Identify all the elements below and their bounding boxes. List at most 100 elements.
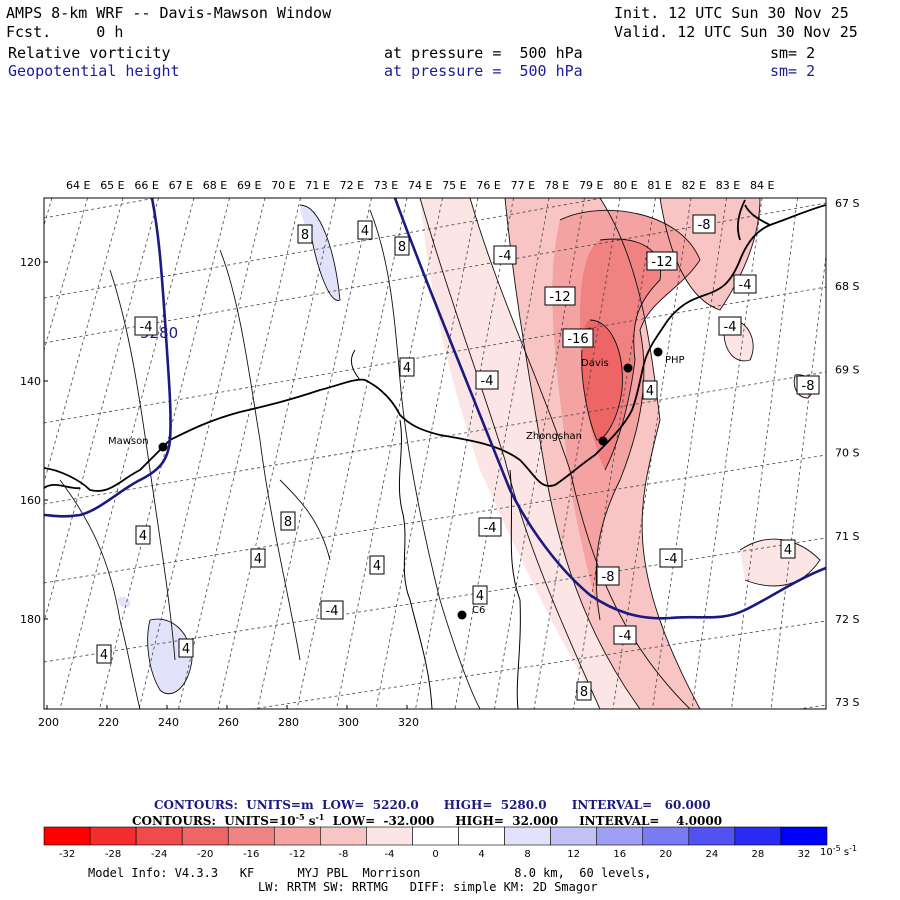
vort-label-box xyxy=(796,375,820,395)
colorbar-tick: -32 xyxy=(59,849,75,860)
vort-label-box xyxy=(562,328,594,348)
vort-label: -4 xyxy=(619,629,632,644)
field1-level: at pressure = 500 hPa xyxy=(384,44,583,62)
vort-label: 4 xyxy=(476,589,484,604)
init-time: Init. 12 UTC Sun 30 Nov 25 xyxy=(614,4,849,22)
colorbar-tick: 16 xyxy=(613,849,626,860)
y-axis-label: 120 xyxy=(20,256,41,269)
vort-label-box xyxy=(596,566,620,586)
height-interval: INTERVAL= 60.000 xyxy=(571,798,711,812)
model-physics: LW: RRTM SW: RRTMG DIFF: simple KM: 2D S… xyxy=(258,880,598,894)
vort-label-box xyxy=(659,548,683,568)
colorbar-swatch xyxy=(458,826,505,846)
vort-label-box xyxy=(357,220,373,240)
vort-label: -4 xyxy=(739,278,752,293)
colorbar-swatch xyxy=(320,826,367,846)
vort-label: 4 xyxy=(646,384,654,399)
vort-label-box xyxy=(478,517,502,537)
station-label: C6 xyxy=(472,605,485,616)
vort-label-box xyxy=(399,357,415,377)
station-label: Davis xyxy=(581,358,609,369)
colorbar-swatch xyxy=(366,826,413,846)
lon-label: 76 E xyxy=(476,179,500,192)
colorbar-tick: 8 xyxy=(524,849,530,860)
vort-label-box xyxy=(493,245,517,265)
vort-label: -8 xyxy=(802,379,815,394)
colorbar-swatch xyxy=(227,826,275,846)
colorbar-swatch xyxy=(688,826,736,846)
lat-label: 73 S xyxy=(835,696,859,709)
right-lat-labels: 67 S 68 S 69 S 70 S 71 S 72 S 73 S xyxy=(835,197,859,709)
lat-grid xyxy=(44,198,826,709)
y-axis-label: 180 xyxy=(20,613,41,626)
colorbar-tick: 20 xyxy=(659,849,672,860)
vort-label: 8 xyxy=(398,240,406,255)
stations: Mawson Davis Zhongshan PHP C6 xyxy=(108,347,685,620)
lon-label: 72 E xyxy=(340,179,364,192)
colorbar-tick: -12 xyxy=(289,849,305,860)
height-contour-info: CONTOURS: UNITS=m LOW= 5220.0 HIGH= 5280… xyxy=(154,798,711,812)
colorbar-tick: -4 xyxy=(384,849,394,860)
vort-label: -4 xyxy=(724,320,737,335)
vort-label: -4 xyxy=(665,552,678,567)
vorticity-fill xyxy=(118,198,820,709)
vort-label: -8 xyxy=(602,570,615,585)
station-marker xyxy=(158,442,168,452)
vort-label-box xyxy=(692,214,716,234)
lon-label: 70 E xyxy=(271,179,295,192)
vort-label-box xyxy=(733,274,757,294)
vort-low: LOW= -32.000 xyxy=(332,814,435,828)
height-units: CONTOURS: UNITS=m xyxy=(154,798,314,812)
colorbar-swatch xyxy=(412,826,459,846)
vorticity-contour-info: CONTOURS: UNITS=10-5 s-1 LOW= -32.000 HI… xyxy=(132,812,722,828)
lon-label: 79 E xyxy=(579,179,603,192)
vort-label: 4 xyxy=(373,559,381,574)
vort-label-box xyxy=(642,380,658,400)
vort-label-box xyxy=(134,316,158,336)
vort-units: CONTOURS: UNITS=10 xyxy=(132,814,296,828)
colorbar-unit: 10-5 s-1 xyxy=(820,844,857,858)
valid-time: Valid. 12 UTC Sun 30 Nov 25 xyxy=(614,23,858,41)
lon-label: 73 E xyxy=(374,179,398,192)
lat-label: 68 S xyxy=(835,280,859,293)
vort-label: 4 xyxy=(784,543,792,558)
vort-units-exp2: -1 xyxy=(315,812,325,822)
vorticity-labels: 8 4 8 -4 -12 -8 -4 -12 -16 -4 4 -4 4 -8 -4 8 4 4 4 4 -4 -8 -4 -… xyxy=(96,214,820,701)
field2-smooth: sm= 2 xyxy=(770,62,816,80)
vort-label: -4 xyxy=(481,374,494,389)
vort-label: 8 xyxy=(301,228,309,243)
ice-outlines xyxy=(350,349,521,709)
model-info: Model Info: V4.3.3 KF MYJ PBL Morrison 8… xyxy=(88,866,652,880)
colorbar-tick: 4 xyxy=(478,849,484,860)
x-axis-label: 300 xyxy=(338,716,359,729)
model-title: AMPS 8-km WRF -- Davis-Mawson Window xyxy=(6,4,332,22)
vort-label-box xyxy=(394,236,410,256)
vort-label-box xyxy=(135,525,151,545)
vort-units-exp: -5 xyxy=(295,812,305,822)
vort-label-box xyxy=(250,548,266,568)
vort-label: 4 xyxy=(182,642,190,657)
colorbar-tick: 28 xyxy=(752,849,765,860)
field2-level: at pressure = 500 hPa xyxy=(384,62,583,80)
colorbar-swatch xyxy=(642,826,690,846)
vort-label-box xyxy=(178,638,194,658)
lon-label: 77 E xyxy=(511,179,535,192)
vort-label-box xyxy=(96,644,112,664)
lon-label: 69 E xyxy=(237,179,261,192)
lon-label: 71 E xyxy=(305,179,329,192)
vort-label: -4 xyxy=(140,320,153,335)
vort-label-box xyxy=(613,625,637,645)
lon-label: 74 E xyxy=(408,179,432,192)
x-axis-label: 220 xyxy=(98,716,119,729)
lon-label: 81 E xyxy=(647,179,671,192)
left-y-labels: 120 140 160 180 xyxy=(20,256,48,626)
colorbar-tick: -8 xyxy=(338,849,348,860)
vort-label: 4 xyxy=(139,529,147,544)
lon-label: 66 E xyxy=(134,179,158,192)
colorbar-tick: 32 xyxy=(798,849,811,860)
station-marker xyxy=(457,610,467,620)
lon-label: 82 E xyxy=(682,179,706,192)
vort-label: 8 xyxy=(284,515,292,530)
height-contours xyxy=(44,198,826,620)
